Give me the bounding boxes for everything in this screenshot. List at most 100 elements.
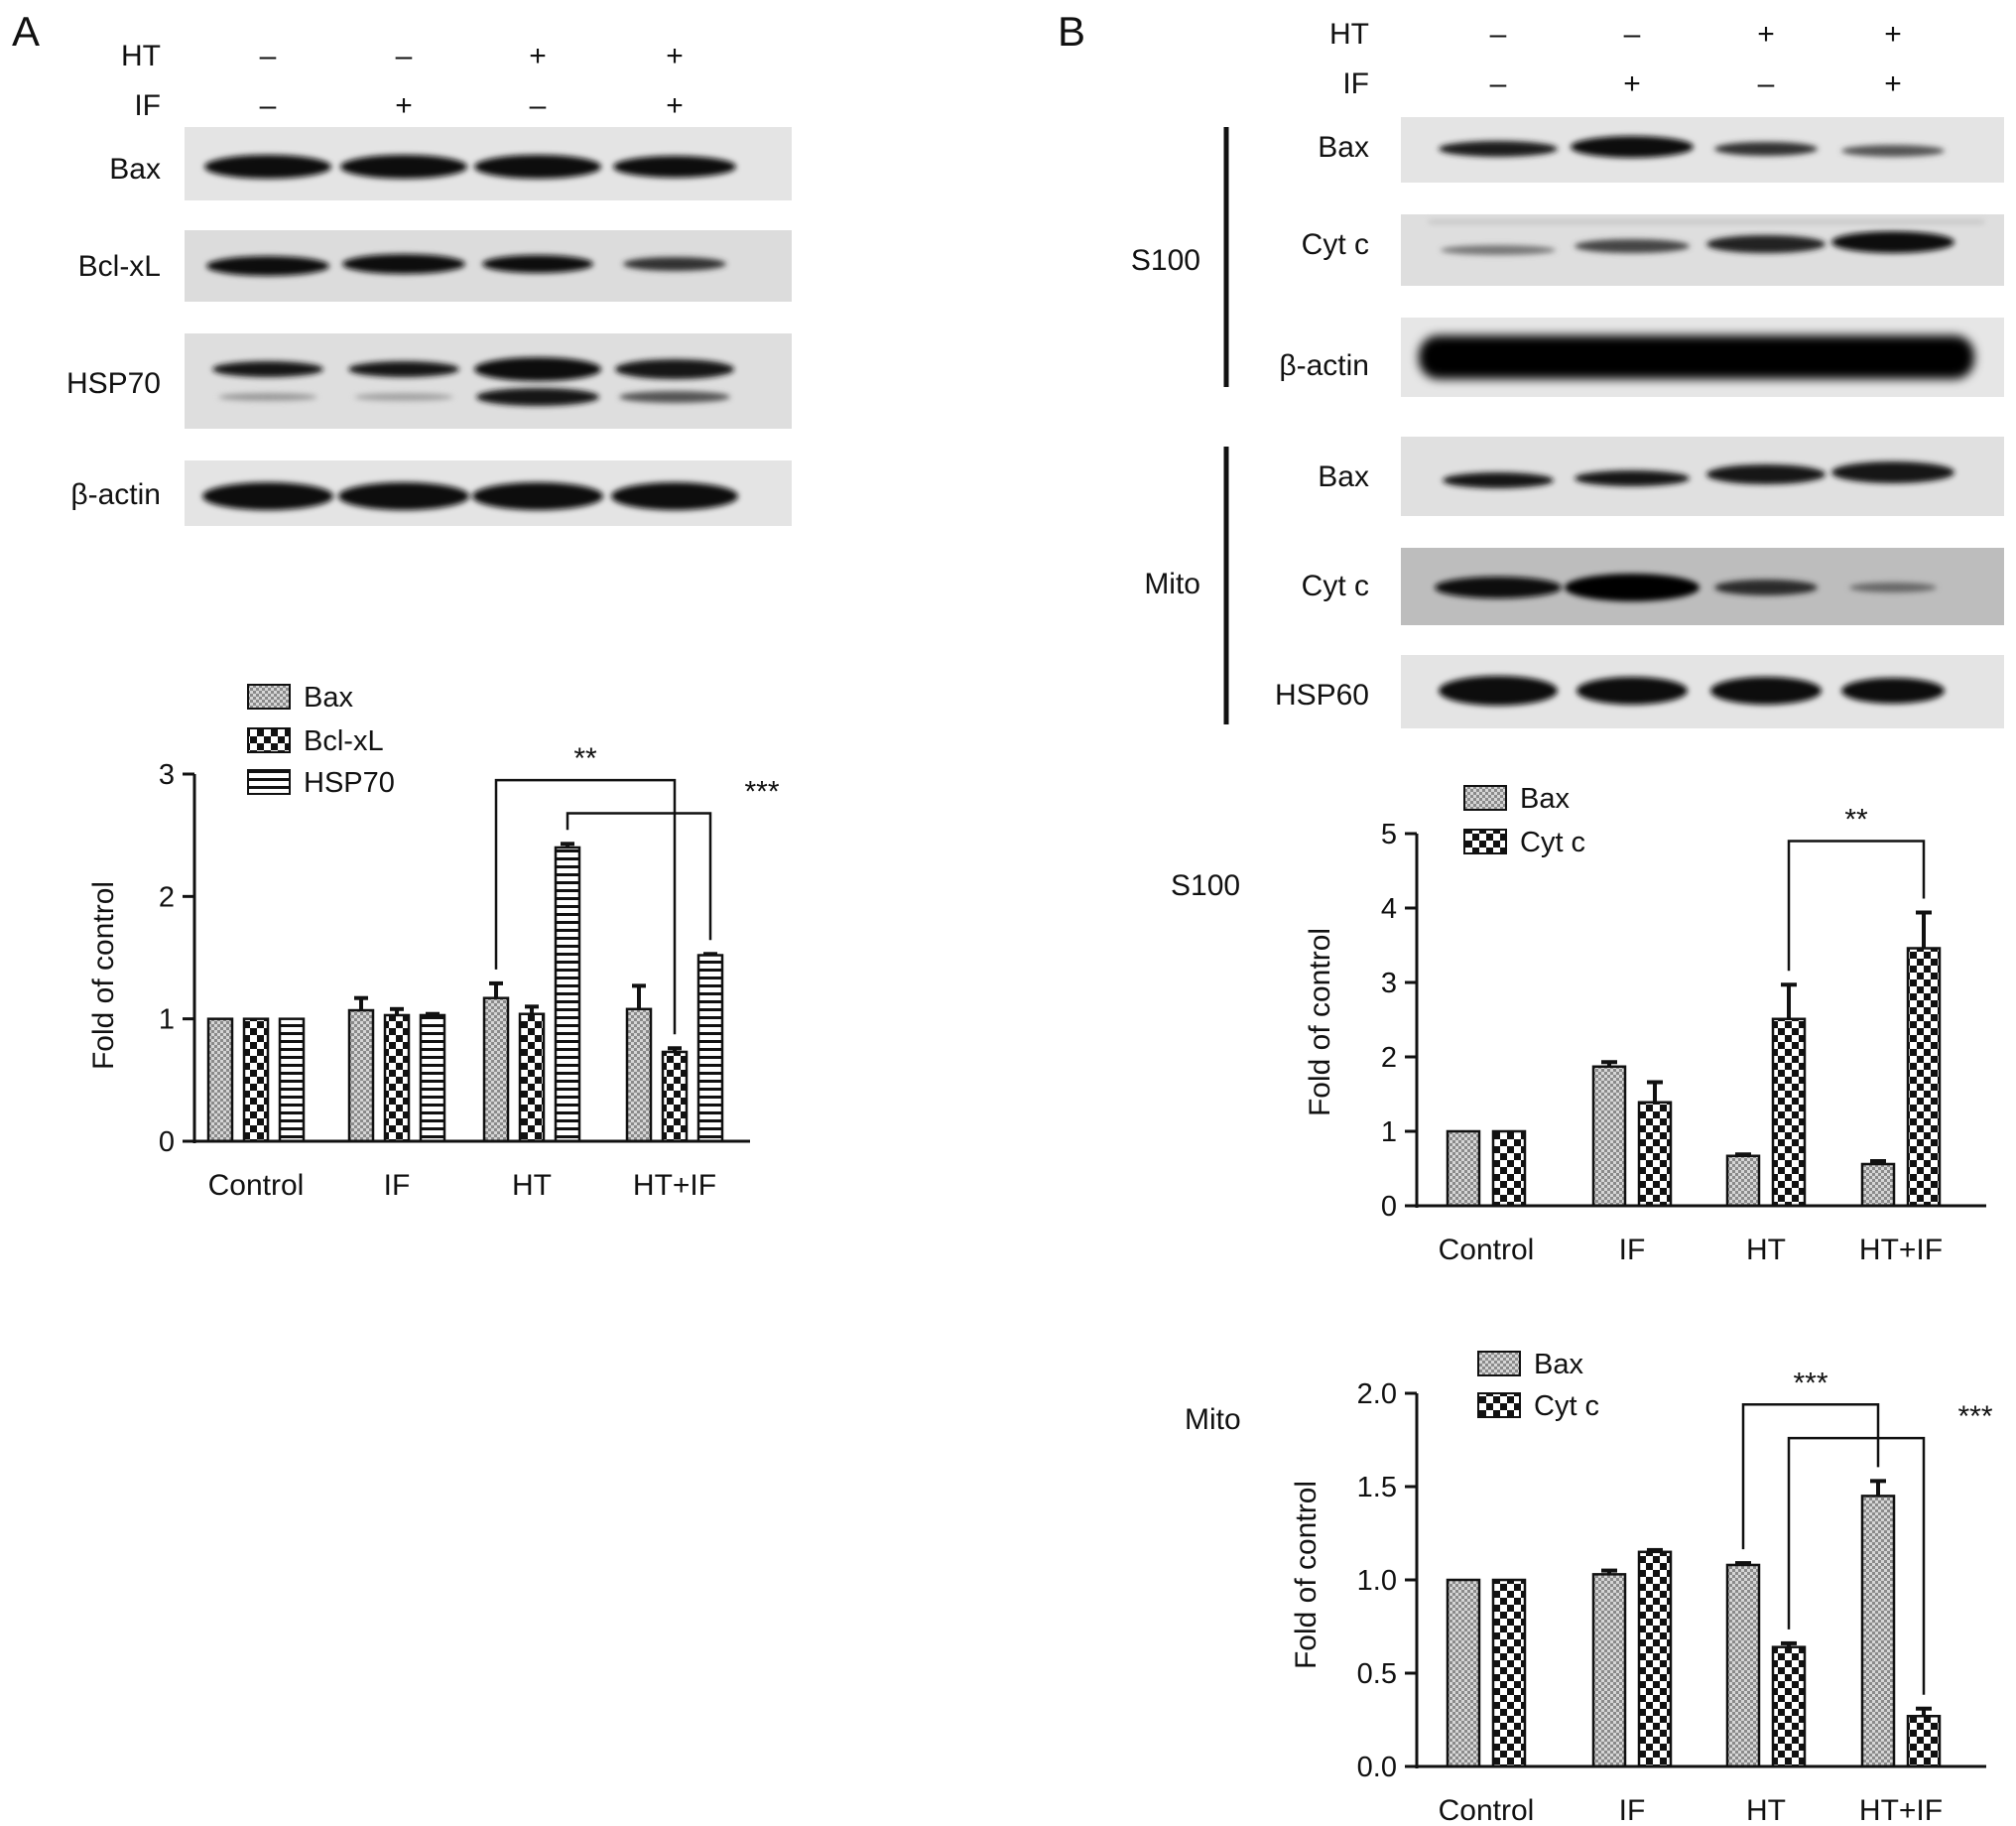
s100-group-label: S100 — [1131, 244, 1200, 277]
panel-a-ht-sign: + — [666, 40, 684, 72]
s100-blot-beta-actin — [1401, 318, 2004, 397]
significance-label: *** — [1793, 1367, 1827, 1399]
legend-label: Cyt c — [1534, 1390, 1599, 1422]
blot-label-hsp70: HSP70 — [66, 367, 161, 400]
legend-label: Bax — [1534, 1349, 1583, 1380]
x-tick-label: HT — [512, 1169, 552, 1202]
panel-a-letter: A — [12, 8, 40, 55]
bar — [419, 1013, 446, 1143]
mito-blot-label-bax: Bax — [1318, 460, 1369, 493]
bar — [1771, 1017, 1807, 1208]
bar — [482, 996, 510, 1143]
s100-blot-cyt-c — [1401, 214, 2004, 286]
s100-blot-bax — [1401, 117, 2004, 183]
significance-bracket — [1741, 1403, 1880, 1550]
x-tick-label: Control — [208, 1169, 305, 1202]
chart-title: Mito — [1185, 1403, 1241, 1436]
legend-label: Cyt c — [1520, 827, 1585, 858]
panel-b: B HT IF – – + + – + – + S100 Bax Cyt c — [1058, 8, 2004, 728]
panel-a-if-label: IF — [134, 89, 161, 122]
panel-a-if-sign: – — [530, 89, 547, 122]
s100-blot-label-cyt-c: Cyt c — [1302, 228, 1369, 261]
legend-swatch — [247, 684, 291, 710]
panel-b-ht-sign: – — [1624, 18, 1641, 51]
panel-b-if-label: IF — [1342, 67, 1369, 100]
panel-a-if-sign: + — [666, 89, 684, 122]
panel-b-ht-sign: + — [1884, 18, 1902, 51]
significance-bracket — [1787, 1436, 1926, 1695]
legend-swatch — [1463, 829, 1507, 854]
bar — [1446, 1129, 1481, 1208]
bar — [1771, 1645, 1807, 1768]
panel-b-ht-sign: – — [1490, 18, 1507, 51]
y-axis-label: Fold of control — [1290, 1481, 1323, 1669]
y-tick-label: 2.0 — [1357, 1378, 1397, 1410]
blot-strip-bax — [185, 127, 792, 200]
significance-label: ** — [573, 742, 597, 775]
bar — [1491, 1129, 1527, 1208]
x-tick-label: HT — [1746, 1234, 1786, 1266]
mito-blot-cyt-c — [1401, 548, 2004, 625]
bar — [1860, 1162, 1896, 1208]
blot-label-bcl-xl: Bcl-xL — [78, 250, 161, 283]
y-tick-label: 3 — [1381, 968, 1397, 999]
y-tick-label: 0 — [159, 1126, 175, 1158]
y-tick-label: 1.0 — [1357, 1565, 1397, 1597]
y-axis-label: Fold of control — [1304, 928, 1336, 1116]
x-tick-label: IF — [1619, 1794, 1646, 1826]
bar — [1637, 1101, 1673, 1208]
bar — [206, 1017, 234, 1143]
panel-b-letter: B — [1058, 8, 1085, 55]
panel-a: A HT IF – – + + – + – + Bax Bcl-xL — [12, 8, 792, 526]
blot-label-beta-actin: β-actin — [70, 478, 161, 511]
s100-blot-label-beta-actin: β-actin — [1279, 349, 1369, 382]
bar — [1637, 1550, 1673, 1768]
mito-blot-hsp60 — [1401, 655, 2004, 728]
bar — [661, 1050, 689, 1143]
x-tick-label: HT+IF — [1859, 1234, 1943, 1266]
panel-a-ht-sign: + — [529, 40, 547, 72]
y-axis-label: Fold of control — [87, 881, 120, 1070]
y-tick-label: 4 — [1381, 893, 1397, 925]
bar — [347, 1008, 375, 1143]
legend-label: HSP70 — [304, 767, 395, 799]
bar — [554, 846, 581, 1143]
blot-label-bax: Bax — [109, 153, 161, 186]
legend: Bax Bcl-xL HSP70 — [247, 682, 395, 799]
significance-label: *** — [1957, 1400, 1992, 1433]
y-tick-label: 0.0 — [1357, 1752, 1397, 1783]
x-tick-label: IF — [384, 1169, 411, 1202]
significance-bracket — [1787, 840, 1926, 972]
panel-a-ht-sign: – — [396, 40, 413, 72]
y-tick-label: 2 — [159, 881, 175, 913]
y-tick-label: 1.5 — [1357, 1472, 1397, 1503]
legend-label: Bax — [1520, 783, 1570, 815]
panel-b-ht-sign: + — [1757, 18, 1775, 51]
bar — [1446, 1578, 1481, 1768]
y-tick-label: 2 — [1381, 1042, 1397, 1074]
mito-blot-label-hsp60: HSP60 — [1275, 679, 1369, 712]
bar — [518, 1012, 546, 1143]
legend-label: Bcl-xL — [304, 725, 384, 757]
mito-blot-bax — [1401, 437, 2004, 516]
significance-bracket — [566, 812, 712, 941]
legend-swatch — [1463, 785, 1507, 811]
y-tick-label: 5 — [1381, 819, 1397, 850]
bar — [278, 1017, 306, 1143]
bar — [1906, 947, 1942, 1208]
blot-strip-beta-actin — [185, 460, 792, 526]
y-tick-label: 0.5 — [1357, 1658, 1397, 1690]
legend: Bax Cyt c — [1477, 1349, 1599, 1422]
mito-group-label: Mito — [1144, 568, 1200, 600]
panel-b-ht-label: HT — [1329, 18, 1369, 51]
legend-swatch — [247, 727, 291, 753]
x-tick-label: Control — [1439, 1794, 1535, 1826]
legend-swatch — [247, 769, 291, 795]
bar — [242, 1017, 270, 1143]
y-tick-label: 1 — [1381, 1116, 1397, 1148]
significance-bracket — [494, 778, 677, 1035]
panel-b-if-sign: + — [1884, 67, 1902, 100]
legend-swatch — [1477, 1351, 1521, 1376]
